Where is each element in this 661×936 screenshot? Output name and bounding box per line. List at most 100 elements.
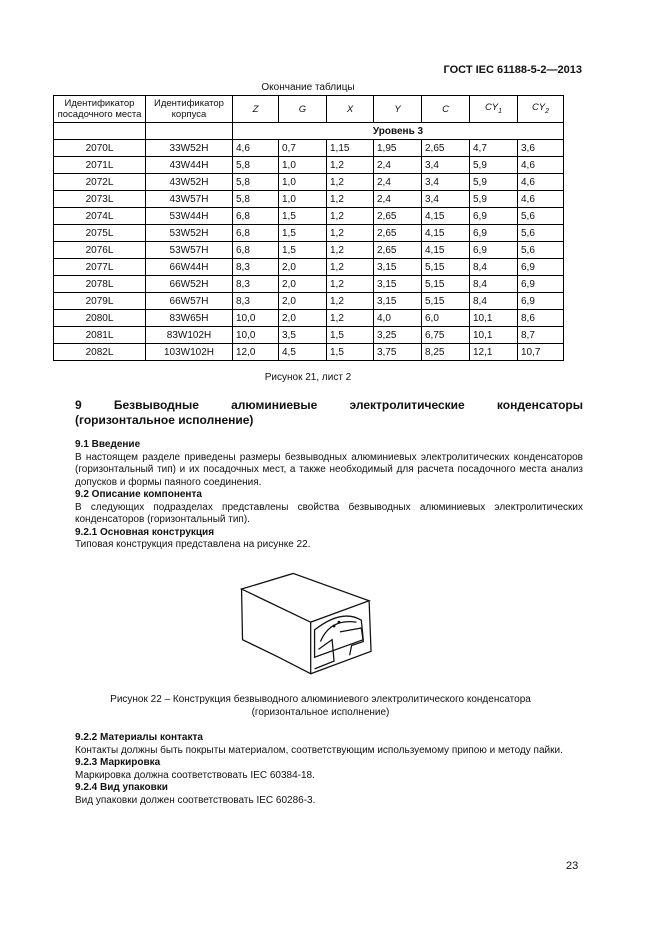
level-label: Уровень 3 <box>232 122 564 140</box>
value-cell: 8,3 <box>232 275 279 293</box>
section-9-2-text: В следующих подразделах представлены сво… <box>75 501 583 526</box>
package-id-cell: 53W52H <box>145 224 233 242</box>
value-cell: 1,2 <box>326 173 374 191</box>
value-cell: 8,25 <box>421 343 470 361</box>
value-cell: 1,2 <box>326 292 374 310</box>
col-header: Идентификатор посадочного места <box>53 95 146 123</box>
value-cell: 6,9 <box>469 241 518 259</box>
footprint-id-cell: 2075L <box>53 224 146 242</box>
section-9-2-1-text: Типовая конструкция представлена на рису… <box>75 539 311 550</box>
table-row: 2078L 66W52H 8,3 2,0 1,2 3,15 5,15 8,4 6,9 <box>53 275 564 293</box>
value-cell: 1,95 <box>373 139 422 157</box>
table-caption: Окончание таблицы <box>261 82 355 93</box>
value-cell: 1,5 <box>278 241 327 259</box>
section-9-1-text: В настоящем разделе приведены размеры бе… <box>75 451 583 488</box>
value-cell: 3,4 <box>421 190 470 208</box>
value-cell: 4,15 <box>421 241 470 259</box>
value-cell: 5,6 <box>517 224 564 242</box>
value-cell: 4,7 <box>469 139 518 157</box>
value-cell: 8,4 <box>469 258 518 276</box>
footprint-id-cell: 2071L <box>53 156 146 174</box>
table-row: 2075L 53W52H 6,8 1,5 1,2 2,65 4,15 6,9 5,6 <box>53 224 564 242</box>
value-cell: 2,4 <box>373 173 422 191</box>
footprint-id-cell: 2081L <box>53 326 146 344</box>
value-cell: 0,7 <box>278 139 327 157</box>
value-cell: 3,75 <box>373 343 422 361</box>
table-row: 2076L 53W57H 6,8 1,5 1,2 2,65 4,15 6,9 5,6 <box>53 241 564 259</box>
table-row: 2082L 103W102H 12,0 4,5 1,5 3,75 8,25 12,1 10,7 <box>53 343 564 361</box>
footprint-id-cell: 2074L <box>53 207 146 225</box>
figure-21-caption: Рисунок 21, лист 2 <box>264 372 352 383</box>
value-cell: 4,15 <box>421 224 470 242</box>
value-cell: 4,5 <box>278 343 327 361</box>
package-id-cell: 43W57H <box>145 190 233 208</box>
col-header: CY2 <box>517 95 564 123</box>
value-cell: 3,4 <box>421 156 470 174</box>
value-cell: 6,8 <box>232 207 279 225</box>
value-cell: 6,9 <box>469 207 518 225</box>
value-cell: 6,0 <box>421 309 470 327</box>
value-cell: 8,3 <box>232 292 279 310</box>
col-header: C <box>421 95 470 123</box>
value-cell: 1,2 <box>326 309 374 327</box>
package-id-cell: 53W57H <box>145 241 233 259</box>
value-cell: 10,0 <box>232 309 279 327</box>
col-header: G <box>278 95 327 123</box>
value-cell: 6,9 <box>517 292 564 310</box>
package-id-cell: 103W102H <box>145 343 233 361</box>
value-cell: 4,6 <box>232 139 279 157</box>
value-cell: 1,2 <box>326 224 374 242</box>
footprint-id-cell: 2076L <box>53 241 146 259</box>
col-header: Z <box>232 95 279 123</box>
table-row: 2080L 83W65H 10,0 2,0 1,2 4,0 6,0 10,1 8,6 <box>53 309 564 327</box>
package-id-cell: 66W52H <box>145 275 233 293</box>
value-cell: 5,9 <box>469 156 518 174</box>
value-cell: 5,15 <box>421 292 470 310</box>
footprint-id-cell: 2073L <box>53 190 146 208</box>
value-cell: 4,6 <box>517 190 564 208</box>
section-9-2-2-title: 9.2.2 Материалы контакта <box>75 732 203 743</box>
value-cell: 3,4 <box>421 173 470 191</box>
package-id-cell: 66W57H <box>145 292 233 310</box>
figure-22-caption-line2: (горизонтальное исполнение) <box>251 706 390 718</box>
section-9-2-title: 9.2 Описание компонента <box>75 489 202 500</box>
footprint-id-cell: 2079L <box>53 292 146 310</box>
value-cell: 5,9 <box>469 190 518 208</box>
col-header: X <box>326 95 374 123</box>
value-cell: 4,0 <box>373 309 422 327</box>
value-cell: 6,75 <box>421 326 470 344</box>
value-cell: 3,6 <box>517 139 564 157</box>
section-9-2-4-title: 9.2.4 Вид упаковки <box>75 782 168 793</box>
value-cell: 8,7 <box>517 326 564 344</box>
table-row: 2074L 53W44H 6,8 1,5 1,2 2,65 4,15 6,9 5,6 <box>53 207 564 225</box>
document-code: ГОСТ IEC 61188-5-2—2013 <box>443 64 583 76</box>
value-cell: 2,65 <box>373 207 422 225</box>
value-cell: 8,3 <box>232 258 279 276</box>
section-9-2-1-title: 9.2.1 Основная конструкция <box>75 526 215 538</box>
section-9-2-2-to-9-2-4: 9.2.2 Материалы контакта Контакты должны… <box>75 732 583 807</box>
section-9-2-3-text: Маркировка должна соответствовать IEC 60… <box>75 769 315 781</box>
value-cell: 8,4 <box>469 275 518 293</box>
footprint-id-cell: 2080L <box>53 309 146 327</box>
value-cell: 3,25 <box>373 326 422 344</box>
value-cell: 4,6 <box>517 156 564 174</box>
col-header: Y <box>373 95 422 123</box>
value-cell: 5,8 <box>232 156 279 174</box>
value-cell: 1,2 <box>326 241 374 259</box>
value-cell: 1,2 <box>326 258 374 276</box>
table-row: 2079L 66W57H 8,3 2,0 1,2 3,15 5,15 8,4 6,9 <box>53 292 564 310</box>
package-id-cell: 43W44H <box>145 156 233 174</box>
dimensions-table: Идентификатор посадочного места Идентифи… <box>53 95 564 361</box>
value-cell: 2,0 <box>278 292 327 310</box>
value-cell: 1,2 <box>326 156 374 174</box>
value-cell: 3,15 <box>373 258 422 276</box>
section-9-title: 9 Безвыводные алюминиевые электролитичес… <box>75 398 583 412</box>
footprint-id-cell: 2070L <box>53 139 146 157</box>
package-id-cell: 43W52H <box>145 173 233 191</box>
value-cell: 1,5 <box>326 343 374 361</box>
capacitor-drawing <box>239 572 372 675</box>
value-cell: 12,1 <box>469 343 518 361</box>
package-id-cell: 83W65H <box>145 309 233 327</box>
value-cell: 2,0 <box>278 275 327 293</box>
value-cell: 2,65 <box>421 139 470 157</box>
